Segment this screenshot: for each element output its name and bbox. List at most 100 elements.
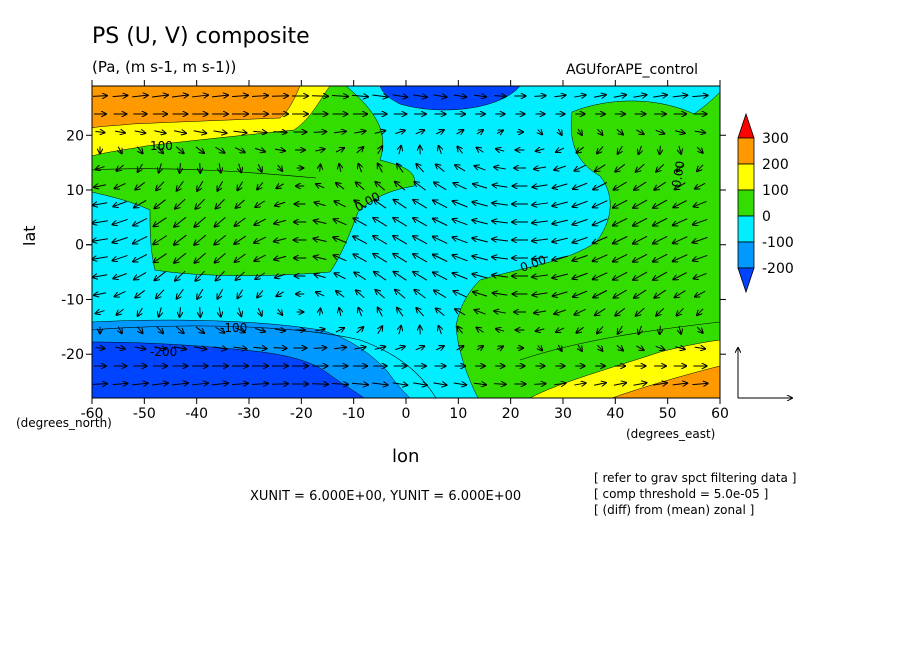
wind-vector <box>138 163 143 172</box>
wind-vector <box>453 201 468 208</box>
wind-vector <box>472 202 488 207</box>
wind-vector <box>496 346 503 349</box>
wind-vector <box>191 383 208 385</box>
wind-vector <box>496 130 503 133</box>
wind-vector <box>614 181 627 190</box>
wind-vector <box>333 237 347 244</box>
wind-vector <box>331 383 348 384</box>
wind-vector <box>616 345 623 350</box>
wind-vector <box>275 274 286 277</box>
wind-vector <box>636 163 645 172</box>
wind-vector <box>174 234 187 245</box>
wind-vector <box>274 220 287 223</box>
wind-vector <box>113 273 127 278</box>
wind-vector <box>638 145 641 154</box>
wind-vector <box>174 252 187 263</box>
wind-vector <box>694 131 705 133</box>
wind-vector <box>552 219 568 224</box>
wind-vector <box>156 289 165 299</box>
wind-vector <box>255 200 265 207</box>
wind-vector <box>692 236 708 242</box>
wind-vector <box>653 199 668 208</box>
y-tick-label: -20 <box>61 347 84 363</box>
wind-vector <box>278 164 282 171</box>
note-line: [ comp threshold = 5.0e-05 ] <box>594 487 769 501</box>
wind-vector <box>538 130 542 135</box>
wind-vector <box>613 236 628 244</box>
colorbar-swatch <box>737 189 755 217</box>
wind-vector <box>572 236 588 242</box>
wind-vector <box>174 216 187 227</box>
wind-vector <box>416 308 425 317</box>
y-tick-label: 10 <box>66 183 84 199</box>
wind-vector <box>696 146 702 153</box>
wind-vector <box>215 253 226 262</box>
wind-vector <box>194 216 206 227</box>
wind-vector <box>556 148 565 152</box>
wind-vector <box>456 130 464 134</box>
wind-vector <box>492 203 508 205</box>
wind-vector <box>673 272 687 280</box>
wind-vector <box>433 219 448 226</box>
chart-title: PS (U, V) composite <box>92 24 310 49</box>
wind-vector <box>633 217 648 225</box>
wind-vector <box>112 237 128 243</box>
wind-vector <box>356 182 365 191</box>
wind-vector <box>334 273 346 280</box>
wind-vector <box>614 289 627 298</box>
wind-vector <box>598 128 603 135</box>
wind-vector <box>597 326 604 334</box>
wind-vector <box>258 308 261 315</box>
wind-vector <box>237 289 244 299</box>
wind-vector <box>316 184 325 188</box>
wind-vector <box>251 384 268 385</box>
wind-vector <box>618 325 623 334</box>
wind-vector <box>453 219 468 226</box>
wind-vector <box>414 290 426 299</box>
colorbar-label: 300 <box>762 131 789 147</box>
wind-vector <box>453 237 468 244</box>
contour-label: 0.00 <box>669 160 687 189</box>
wind-vector <box>372 95 387 97</box>
wind-vector <box>217 181 224 191</box>
wind-vector <box>593 254 608 261</box>
wind-vector <box>532 203 548 205</box>
wind-vector <box>253 131 266 132</box>
wind-vector <box>133 253 148 261</box>
wind-vector <box>615 163 626 171</box>
wind-vector <box>455 309 466 316</box>
wind-vector <box>153 235 167 245</box>
wind-vector <box>434 290 447 299</box>
wind-vector <box>373 254 388 263</box>
wind-vector <box>200 163 201 173</box>
wind-vector <box>578 128 582 135</box>
wind-vector <box>136 326 142 334</box>
wind-vector <box>278 308 282 315</box>
wind-vector <box>654 289 666 298</box>
wind-vector <box>378 146 383 155</box>
wind-vector <box>95 347 104 348</box>
wind-vector <box>133 217 148 225</box>
wind-vector <box>633 235 648 243</box>
wind-vector <box>154 199 166 209</box>
wind-vector <box>532 239 548 241</box>
wind-vector <box>333 131 346 132</box>
wind-vector <box>219 163 221 172</box>
x-tick-label: -30 <box>238 406 261 422</box>
wind-vector <box>313 238 327 241</box>
wind-vector <box>219 307 221 316</box>
wind-vector <box>313 132 327 133</box>
wind-vector <box>397 164 404 173</box>
wind-vector <box>536 329 545 331</box>
wind-vector <box>134 131 146 133</box>
wind-vector <box>393 236 408 245</box>
wind-vector <box>435 346 444 350</box>
wind-vector <box>693 218 708 224</box>
wind-vector <box>556 328 565 332</box>
wind-vector <box>594 95 606 97</box>
colorbar-label: -100 <box>762 235 794 251</box>
wind-vector <box>138 307 143 316</box>
wind-vector <box>273 348 286 349</box>
wind-vector <box>653 235 668 243</box>
wind-vector <box>453 291 467 298</box>
